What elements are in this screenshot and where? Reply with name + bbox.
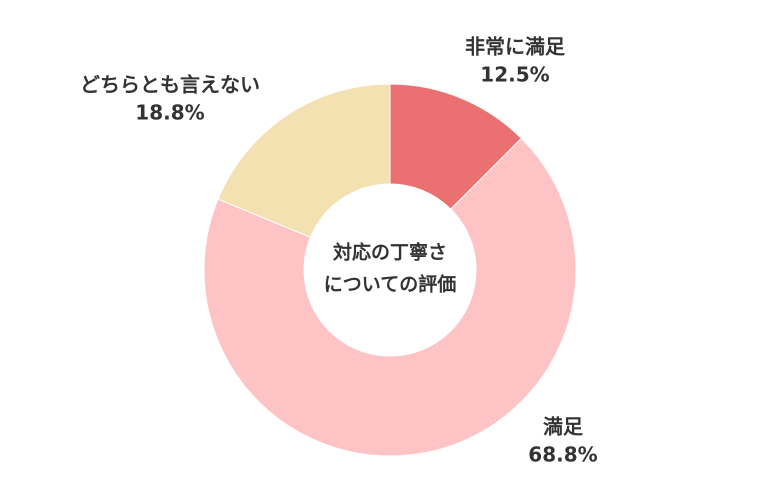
slice-label: 非常に満足 — [465, 35, 566, 59]
center-text: についての評価 — [324, 273, 456, 296]
center-text: 対応の丁寧さ — [332, 241, 447, 264]
inner-ring — [309, 189, 471, 351]
slice-label: 満足 — [543, 415, 584, 439]
slice-value: 18.8% — [135, 101, 204, 125]
donut-slice — [217, 83, 391, 238]
slice-value: 12.5% — [480, 63, 549, 87]
slice-value: 68.8% — [528, 443, 597, 467]
donut-slice — [203, 137, 577, 457]
slice-label: どちらとも言えない — [80, 73, 260, 97]
